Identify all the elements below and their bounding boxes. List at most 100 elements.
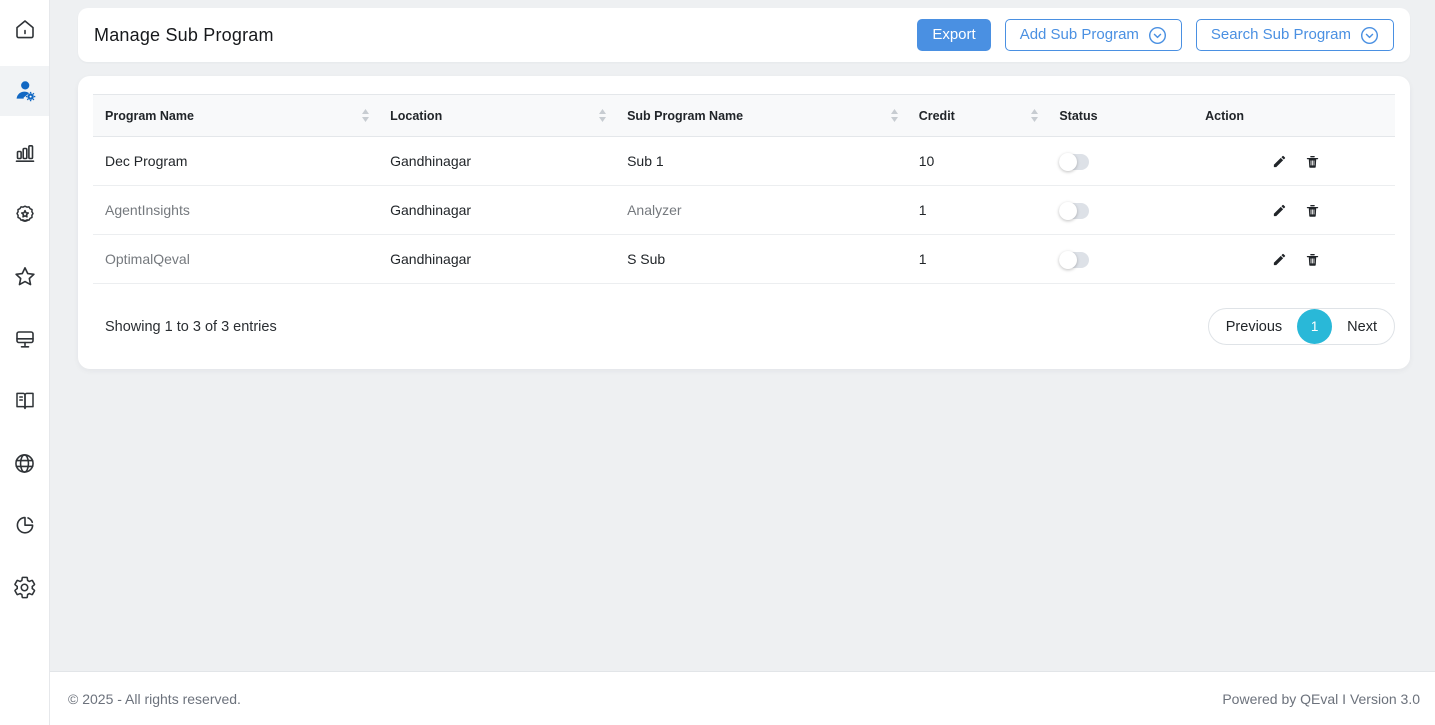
status-toggle[interactable] [1059,152,1090,171]
trash-icon [1305,154,1320,170]
status-toggle[interactable] [1059,250,1090,269]
app-footer: © 2025 - All rights reserved. Powered by… [50,671,1435,725]
cell-action [1193,234,1395,284]
sidebar-item-reports[interactable] [0,128,49,178]
main-area: Manage Sub Program Export Add Sub Progra… [50,0,1435,725]
column-header-action: Action [1193,94,1395,137]
table-row: Dec Program Gandhinagar Sub 1 10 [93,136,1395,186]
cell-program-name: Dec Program [93,136,379,186]
header-actions: Export Add Sub Program Search Sub Progra… [917,19,1394,51]
current-page-badge[interactable]: 1 [1297,309,1333,344]
table-header-row: Program Name Location Sub Program Name Cred… [93,94,1395,137]
entries-summary: Showing 1 to 3 of 3 entries [105,318,277,335]
column-header-program-name[interactable]: Program Name [93,94,379,137]
gear-icon [12,575,37,600]
toggle-knob [1059,250,1078,269]
add-sub-program-label: Add Sub Program [1019,26,1139,43]
pencil-icon [1272,203,1287,218]
user-gear-icon [12,78,38,104]
search-sub-program-label: Search Sub Program [1210,26,1351,43]
column-label: Program Name [105,108,194,123]
column-label: Sub Program Name [627,108,744,123]
delete-button[interactable] [1296,154,1329,170]
column-header-credit[interactable]: Credit [906,94,1048,137]
table-footer: Showing 1 to 3 of 3 entries Previous 1 N… [93,308,1395,345]
monitor-icon [13,327,37,351]
sub-program-table-card: Program Name Location Sub Program Name Cred… [78,76,1410,369]
content-spacer [78,369,1410,671]
cell-credit: 1 [906,234,1048,284]
sidebar-item-library[interactable] [0,376,49,426]
sidebar-item-user-management[interactable] [0,66,49,116]
table-row: OptimalQeval Gandhinagar S Sub 1 [93,234,1395,284]
pie-chart-icon [13,513,37,537]
sidebar-item-devices[interactable] [0,314,49,364]
cell-location: Gandhinagar [378,185,616,235]
add-sub-program-button[interactable]: Add Sub Program [1004,19,1182,51]
sidebar-item-analytics[interactable] [0,500,49,550]
sidebar [0,0,50,725]
cell-action [1193,136,1395,186]
sort-arrows-icon[interactable] [598,108,607,123]
star-icon [12,264,38,290]
edit-button[interactable] [1263,154,1296,169]
pencil-icon [1272,252,1287,267]
toggle-knob [1059,201,1078,220]
award-badge-icon [13,203,37,227]
cell-credit: 10 [906,136,1048,186]
cell-status [1047,136,1194,186]
trash-icon [1305,252,1320,268]
toggle-knob [1059,152,1078,171]
powered-by-text: Powered by QEval I Version 3.0 [1222,690,1420,707]
sidebar-item-global[interactable] [0,438,49,488]
pencil-icon [1272,154,1287,169]
export-button[interactable]: Export [917,19,991,51]
delete-button[interactable] [1296,203,1329,219]
cell-status [1047,234,1194,284]
delete-button[interactable] [1296,252,1329,268]
cell-program-name: AgentInsights [93,185,379,235]
export-button-label: Export [932,26,976,43]
sidebar-item-settings[interactable] [0,562,49,612]
globe-icon [12,451,37,476]
column-label: Action [1205,108,1245,123]
column-header-sub-program-name[interactable]: Sub Program Name [615,94,907,137]
sidebar-item-favorites[interactable] [0,252,49,302]
chevron-down-circle-icon [1148,26,1167,45]
open-book-icon [13,389,37,413]
column-label: Status [1059,108,1098,123]
cell-program-name: OptimalQeval [93,234,379,284]
copyright-text: © 2025 - All rights reserved. [68,690,241,707]
sub-program-table: Program Name Location Sub Program Name Cred… [93,94,1395,284]
home-icon [13,17,37,41]
cell-action [1193,185,1395,235]
next-page-button[interactable]: Next [1332,309,1392,344]
edit-button[interactable] [1263,203,1296,218]
sidebar-item-home[interactable] [0,4,49,54]
table-row: AgentInsights Gandhinagar Analyzer 1 [93,185,1395,235]
cell-location: Gandhinagar [378,136,616,186]
sidebar-item-badges[interactable] [0,190,49,240]
chevron-down-circle-icon [1360,26,1379,45]
column-label: Credit [918,108,955,123]
trash-icon [1305,203,1320,219]
page-title: Manage Sub Program [94,24,274,45]
cell-credit: 1 [906,185,1048,235]
edit-button[interactable] [1263,252,1296,267]
cell-sub-program-name: S Sub [615,234,907,284]
pagination: Previous 1 Next [1207,308,1395,345]
column-header-location[interactable]: Location [378,94,616,137]
sort-arrows-icon[interactable] [890,108,899,123]
cell-sub-program-name: Analyzer [615,185,907,235]
cell-status [1047,185,1194,235]
previous-page-button[interactable]: Previous [1211,309,1297,344]
cell-location: Gandhinagar [378,234,616,284]
sort-arrows-icon[interactable] [361,108,370,123]
search-sub-program-button[interactable]: Search Sub Program [1195,19,1394,51]
cell-sub-program-name: Sub 1 [615,136,907,186]
page-header: Manage Sub Program Export Add Sub Progra… [78,8,1410,62]
column-header-status: Status [1047,94,1194,137]
sort-arrows-icon[interactable] [1030,108,1039,123]
column-label: Location [390,108,443,123]
status-toggle[interactable] [1059,201,1090,220]
